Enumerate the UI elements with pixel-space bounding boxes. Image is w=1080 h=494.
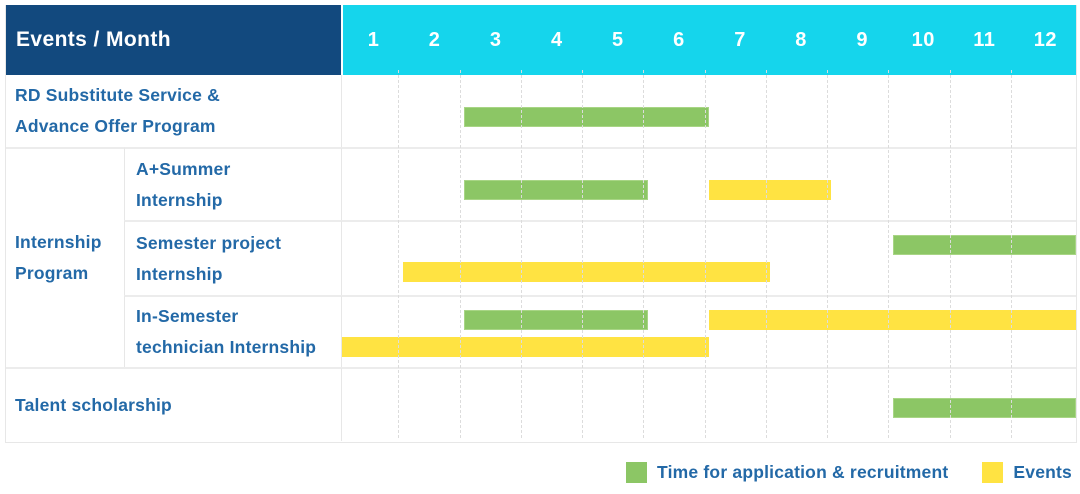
month-header-cell: 4 <box>550 28 563 51</box>
table-header-events-month: Events / Month <box>6 5 341 75</box>
month-header-cell: 8 <box>795 28 807 51</box>
legend-label-events: Events <box>1013 461 1072 482</box>
row-label-semester-project-internship: Semester project Internship <box>124 220 341 295</box>
gantt-bar-application-recruitment <box>892 235 1076 255</box>
row-label-line: technician Internship <box>136 337 317 357</box>
chart-row-in-semester-technician-internship <box>341 295 1076 367</box>
row-label-a-plus-summer-internship: A+Summer Internship <box>124 147 341 220</box>
legend-swatch-application-recruitment <box>626 461 648 483</box>
row-label-talent-scholarship: Talent scholarship <box>6 367 341 441</box>
row-label-line: Internship <box>136 263 223 284</box>
chart-row-talent-scholarship <box>341 367 1076 441</box>
legend-label-application-recruitment: Time for application & recruitment <box>657 461 949 482</box>
gantt-bar-events <box>403 262 771 282</box>
month-header-cell: 5 <box>612 28 624 51</box>
gantt-bar-events <box>709 310 1076 330</box>
month-header-cell: 10 <box>911 28 935 51</box>
chart-row-rd-substitute-service <box>341 75 1076 147</box>
month-header-row: 1 2 3 4 5 6 7 8 9 10 11 12 <box>341 5 1076 75</box>
month-header-cell: 7 <box>734 28 746 51</box>
group-label-internship-program: Internship Program <box>6 147 124 367</box>
gantt-bar-application-recruitment <box>464 310 648 330</box>
row-label-line: Advance Offer Program <box>15 116 216 136</box>
gantt-bar-application-recruitment <box>464 107 709 127</box>
group-label-line: Internship <box>15 232 102 252</box>
row-label-line: Semester project <box>136 232 282 253</box>
month-header-cell: 1 <box>367 28 380 51</box>
table-header-label: Events / Month <box>16 28 171 51</box>
chart-row-a-plus-summer-internship <box>341 147 1076 220</box>
row-label-rd-substitute-service: RD Substitute Service & Advance Offer Pr… <box>6 75 341 147</box>
month-header-cell: 3 <box>489 28 502 51</box>
month-header-cell: 12 <box>1033 28 1058 51</box>
group-label-line: Program <box>15 263 89 283</box>
month-header-cell: 9 <box>856 28 868 51</box>
row-label-line: In-Semester <box>136 306 239 326</box>
month-header-cell: 6 <box>673 28 685 51</box>
row-label-line: A+Summer <box>136 158 231 179</box>
row-label-line: Talent scholarship <box>15 394 172 415</box>
row-label-line: RD Substitute Service & <box>15 85 220 105</box>
month-header-cell: 11 <box>973 28 996 51</box>
gantt-bar-events <box>709 180 832 200</box>
row-label-in-semester-technician-internship: In-Semester technician Internship <box>124 295 341 367</box>
gantt-bar-application-recruitment <box>892 398 1076 418</box>
chart-row-semester-project-internship <box>341 220 1076 295</box>
gantt-bar-application-recruitment <box>464 180 648 200</box>
legend: Time for application & recruitment Event… <box>626 456 1072 488</box>
row-label-line: Internship <box>136 189 223 210</box>
legend-swatch-events <box>982 461 1004 483</box>
gantt-bar-events <box>342 337 709 357</box>
month-header-cell: 2 <box>428 28 441 51</box>
events-month-table: Events / Month 1 2 3 4 5 6 7 8 9 10 11 12 RD Substi… <box>5 5 1077 443</box>
